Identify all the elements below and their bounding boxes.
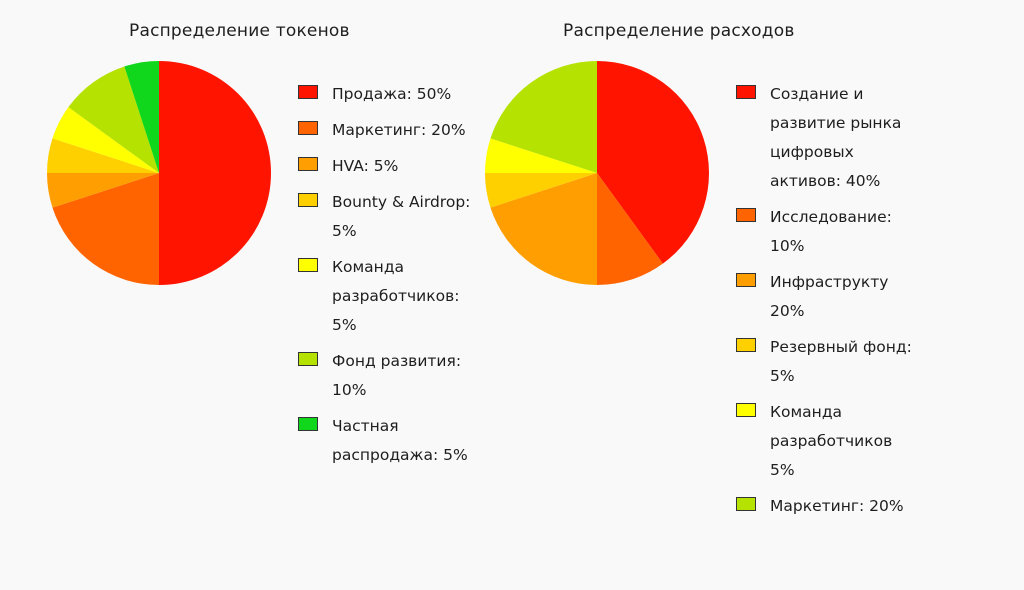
- legend-label: HVA: 5%: [332, 157, 399, 175]
- legend-label: Частная распродажа: 5%: [332, 417, 468, 464]
- legend-swatch: [736, 273, 756, 287]
- legend-swatch: [298, 193, 318, 207]
- legend-item: Маркетинг: 20%: [736, 492, 916, 521]
- legend-label: Команда разработчиков 5%: [770, 403, 893, 479]
- legend-item: Инфраструкту 20%: [736, 268, 916, 326]
- legend-swatch: [298, 121, 318, 135]
- legend-label: Инфраструкту 20%: [770, 273, 889, 320]
- legend-swatch: [736, 208, 756, 222]
- legend-item: Продажа: 50%: [298, 80, 483, 109]
- legend-swatch: [298, 157, 318, 171]
- legend-label: Bounty & Airdrop: 5%: [332, 193, 471, 240]
- pie-slice-0-4: [52, 107, 160, 173]
- legend-item: Маркетинг: 20%: [298, 116, 483, 145]
- legend-label: Исследование: 10%: [770, 208, 892, 255]
- pie-slice-0-1: [52, 173, 160, 285]
- legend-item: Исследование: 10%: [736, 203, 916, 261]
- legend-swatch: [736, 497, 756, 511]
- pie-slice-1-2: [490, 173, 597, 285]
- pie-chart-expenses: [485, 61, 709, 285]
- pie-slice-1-1: [597, 173, 663, 285]
- pie-slice-1-4: [485, 138, 597, 173]
- legend-tokens: Продажа: 50% Маркетинг: 20% HVA: 5% Bounty …: [298, 80, 483, 477]
- legend-swatch: [298, 352, 318, 366]
- pie-slice-0-6: [124, 61, 159, 173]
- pie-slice-1-0: [597, 61, 709, 264]
- pie-chart-tokens: [47, 61, 271, 285]
- legend-label: Команда разработчиков: 5%: [332, 258, 460, 334]
- legend-item: Создание и развитие рынка цифровых актив…: [736, 80, 916, 196]
- legend-label: Маркетинг: 20%: [770, 497, 904, 515]
- legend-label: Маркетинг: 20%: [332, 121, 466, 139]
- chart-title-expenses: Распределение расходов: [563, 21, 795, 41]
- legend-item: Bounty & Airdrop: 5%: [298, 188, 483, 246]
- pie-slice-0-2: [47, 173, 159, 208]
- legend-label: Продажа: 50%: [332, 85, 452, 103]
- pie-slice-1-3: [485, 173, 597, 208]
- pie-slice-0-5: [68, 66, 159, 173]
- pie-slice-0-0: [159, 61, 271, 285]
- legend-item: Команда разработчиков 5%: [736, 398, 916, 485]
- chart-title-tokens: Распределение токенов: [129, 21, 350, 41]
- legend-item: Резервный фонд: 5%: [736, 333, 916, 391]
- legend-label: Фонд развития: 10%: [332, 352, 462, 399]
- pie-slice-0-3: [47, 138, 159, 173]
- legend-label: Создание и развитие рынка цифровых актив…: [770, 85, 902, 190]
- legend-swatch: [298, 258, 318, 272]
- legend-swatch: [298, 417, 318, 431]
- legend-swatch: [736, 403, 756, 417]
- legend-swatch: [298, 85, 318, 99]
- legend-swatch: [736, 85, 756, 99]
- legend-item: Команда разработчиков: 5%: [298, 253, 483, 340]
- pie-slice-1-5: [490, 61, 597, 173]
- legend-item: Фонд развития: 10%: [298, 347, 483, 405]
- legend-label: Резервный фонд: 5%: [770, 338, 912, 385]
- legend-item: Частная распродажа: 5%: [298, 412, 483, 470]
- legend-expenses: Создание и развитие рынка цифровых актив…: [736, 80, 916, 528]
- legend-swatch: [736, 338, 756, 352]
- legend-item: HVA: 5%: [298, 152, 483, 181]
